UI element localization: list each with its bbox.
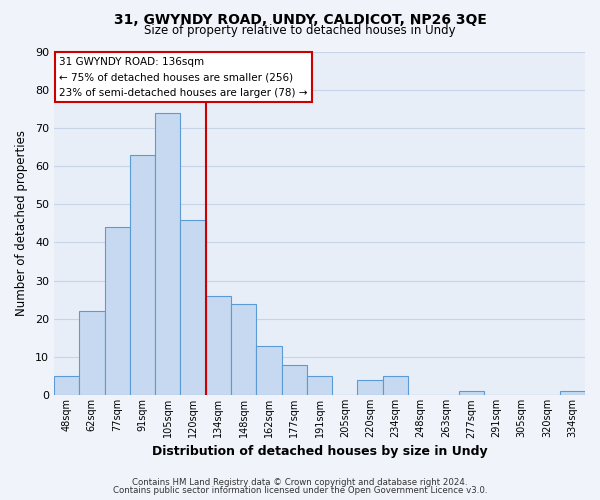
Bar — [206, 296, 231, 396]
Text: 31, GWYNDY ROAD, UNDY, CALDICOT, NP26 3QE: 31, GWYNDY ROAD, UNDY, CALDICOT, NP26 3Q… — [113, 12, 487, 26]
Bar — [256, 346, 281, 396]
Bar — [79, 311, 104, 396]
Bar — [181, 220, 206, 396]
Bar — [307, 376, 332, 396]
Bar — [54, 376, 79, 396]
Bar — [104, 227, 130, 396]
Bar — [358, 380, 383, 396]
Text: Contains HM Land Registry data © Crown copyright and database right 2024.: Contains HM Land Registry data © Crown c… — [132, 478, 468, 487]
Y-axis label: Number of detached properties: Number of detached properties — [15, 130, 28, 316]
Text: Size of property relative to detached houses in Undy: Size of property relative to detached ho… — [144, 24, 456, 37]
Bar — [155, 112, 181, 396]
Bar — [281, 364, 307, 396]
Bar — [458, 392, 484, 396]
Text: 31 GWYNDY ROAD: 136sqm
← 75% of detached houses are smaller (256)
23% of semi-de: 31 GWYNDY ROAD: 136sqm ← 75% of detached… — [59, 56, 308, 98]
Text: Contains public sector information licensed under the Open Government Licence v3: Contains public sector information licen… — [113, 486, 487, 495]
Bar — [560, 392, 585, 396]
Bar — [130, 154, 155, 396]
Bar — [383, 376, 408, 396]
Bar — [231, 304, 256, 396]
X-axis label: Distribution of detached houses by size in Undy: Distribution of detached houses by size … — [152, 444, 487, 458]
